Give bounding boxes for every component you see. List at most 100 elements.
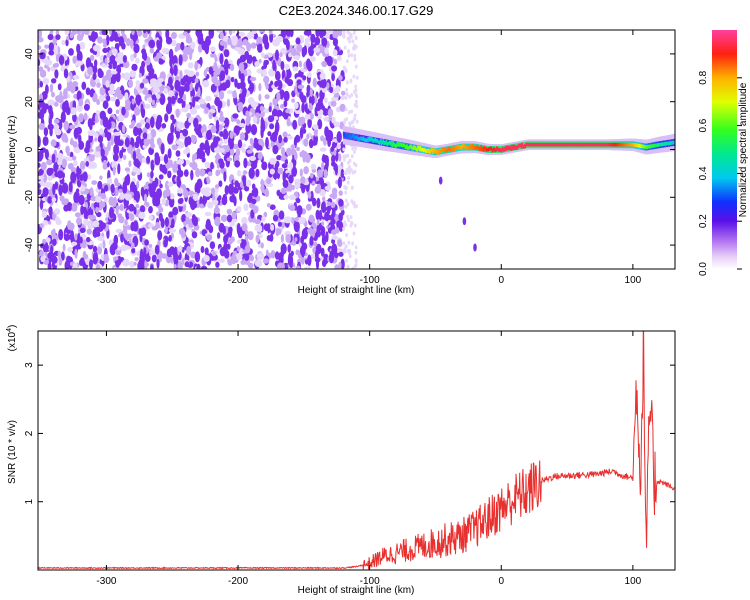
- noise-cell: [58, 184, 63, 196]
- noise-cell: [104, 57, 108, 66]
- noise-cell: [75, 30, 82, 35]
- noise-cell: [134, 257, 139, 262]
- noise-cell: [185, 36, 193, 44]
- noise-cell: [69, 32, 74, 39]
- noise-cell: [228, 183, 235, 195]
- noise-cell: [347, 49, 350, 53]
- noise-cell: [288, 256, 293, 263]
- noise-cell: [241, 223, 248, 232]
- noise-cell: [44, 44, 49, 49]
- noise-cell: [38, 149, 44, 161]
- noise-cell: [107, 177, 113, 185]
- noise-cell: [273, 116, 279, 121]
- noise-cell: [223, 139, 228, 144]
- noise-cell: [89, 78, 97, 87]
- noise-cell: [91, 180, 98, 186]
- noise-cell: [126, 173, 131, 186]
- noise-cell: [40, 243, 45, 249]
- noise-cell: [338, 212, 343, 222]
- noise-cell: [352, 231, 356, 236]
- noise-cell: [341, 90, 346, 96]
- noise-cell: [291, 98, 295, 103]
- snr-y-label: SNR (10 * v/v): [7, 420, 18, 484]
- noise-cell: [106, 34, 110, 46]
- noise-cell: [260, 52, 265, 58]
- noise-cell: [115, 109, 120, 115]
- noise-cell: [274, 80, 279, 88]
- noise-cell: [54, 181, 59, 190]
- noise-cell: [146, 172, 151, 178]
- noise-cell: [345, 186, 348, 191]
- noise-cell: [67, 220, 72, 230]
- noise-cell: [245, 116, 251, 126]
- noise-cell: [194, 77, 199, 83]
- noise-cell: [135, 94, 142, 103]
- noise-cell: [212, 251, 217, 257]
- noise-cell: [313, 94, 318, 104]
- colorbar-tick-label: 0.8: [698, 70, 709, 84]
- noise-cell: [186, 112, 192, 118]
- noise-cell: [117, 213, 123, 219]
- colorbar-tick-label: 0.6: [698, 118, 709, 132]
- noise-cell: [176, 175, 181, 184]
- noise-cell: [201, 157, 206, 163]
- noise-cell: [142, 78, 149, 84]
- noise-cell: [334, 264, 340, 269]
- noise-cell: [227, 37, 232, 46]
- noise-cell: [85, 236, 91, 243]
- noise-cell: [203, 255, 210, 262]
- noise-cell: [298, 43, 302, 53]
- noise-cell: [129, 70, 137, 78]
- noise-cell: [175, 131, 180, 139]
- noise-cell: [213, 136, 218, 148]
- noise-cell: [253, 137, 258, 143]
- noise-cell: [158, 58, 164, 65]
- noise-cell: [234, 180, 240, 188]
- noise-cell: [196, 32, 204, 40]
- noise-cell: [200, 127, 205, 134]
- noise-cell: [109, 96, 117, 102]
- noise-cell: [139, 205, 146, 213]
- noise-cell: [346, 80, 349, 85]
- noise-cell: [238, 123, 246, 128]
- noise-cell: [272, 59, 276, 71]
- x-tick-label: 0: [498, 576, 504, 587]
- noise-cell: [345, 87, 348, 92]
- noise-cell: [258, 145, 263, 151]
- noise-cell: [294, 178, 302, 183]
- noise-cell: [40, 255, 46, 263]
- noise-cell: [151, 254, 157, 263]
- noise-cell: [217, 232, 221, 239]
- noise-cell: [200, 150, 206, 159]
- noise-cell: [177, 198, 184, 205]
- noise-cell: [222, 225, 226, 235]
- y-tick-label: 1: [24, 498, 35, 504]
- noise-cell: [316, 183, 322, 192]
- noise-cell: [309, 172, 314, 179]
- noise-cell: [330, 201, 336, 209]
- noise-cell: [167, 181, 174, 187]
- noise-cell: [215, 119, 220, 131]
- noise-cell: [135, 57, 140, 64]
- noise-cell: [250, 42, 257, 49]
- noise-cell: [298, 60, 303, 68]
- noise-cell: [172, 206, 179, 216]
- noise-cell: [246, 68, 252, 76]
- noise-cell: [60, 111, 66, 123]
- noise-cell: [38, 45, 42, 50]
- noise-cell: [331, 65, 338, 72]
- noise-cell: [141, 60, 146, 69]
- noise-cell: [272, 214, 279, 222]
- noise-cell: [202, 80, 210, 88]
- noise-cell: [333, 163, 338, 172]
- noise-cell: [52, 228, 56, 237]
- noise-cell: [308, 94, 315, 106]
- noise-cell: [151, 226, 158, 231]
- noise-cell: [267, 223, 271, 234]
- noise-cell: [223, 49, 230, 58]
- noise-cell: [348, 121, 351, 126]
- noise-cell: [336, 131, 342, 143]
- noise-cell: [320, 135, 325, 142]
- noise-cell: [152, 86, 159, 94]
- noise-cell: [95, 206, 100, 214]
